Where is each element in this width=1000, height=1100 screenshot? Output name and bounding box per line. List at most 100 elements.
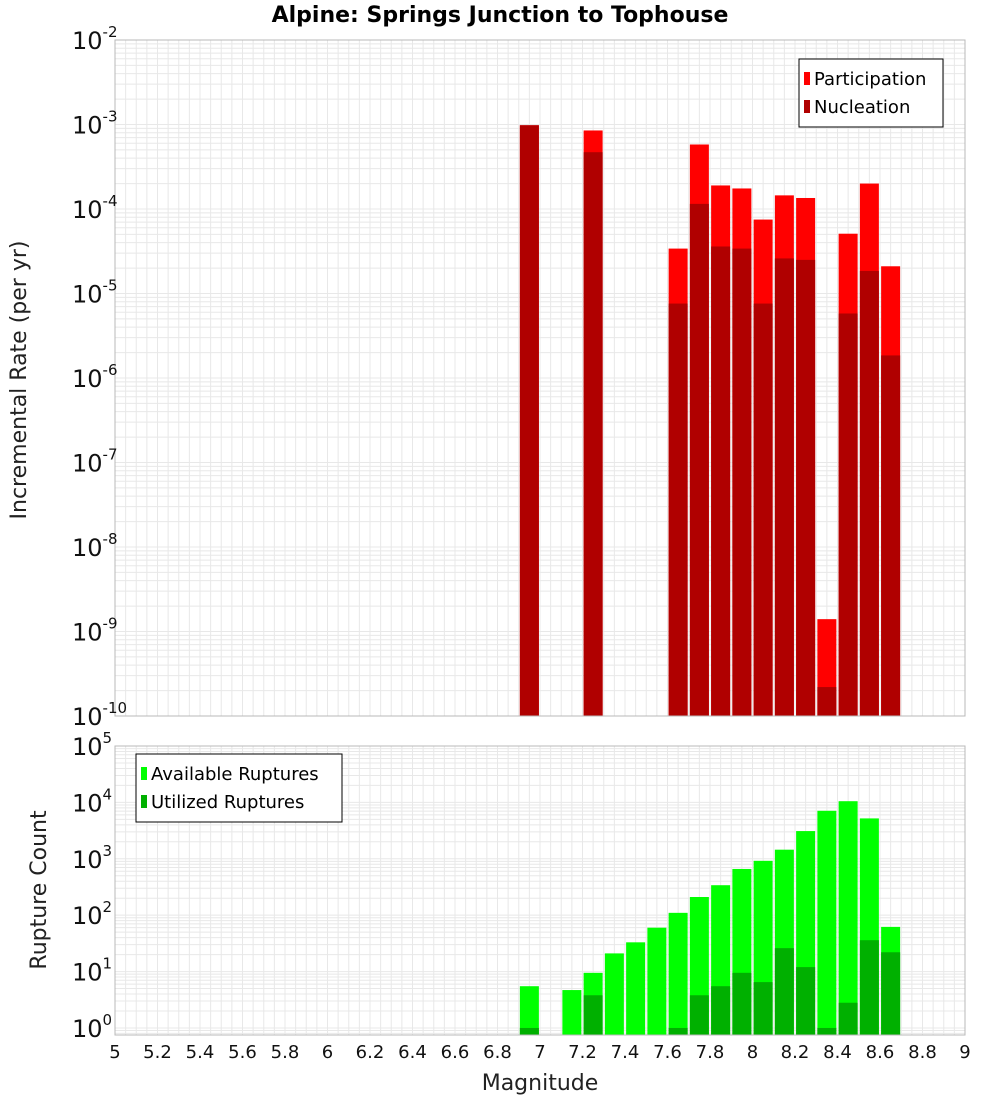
y-tick-exponent: 5 [103,729,113,747]
bar-available-ruptures [838,801,858,1035]
bar-nucleation [859,270,879,716]
bar-utilized-ruptures [796,967,816,1035]
x-tick-label: 7.2 [568,1042,597,1063]
y-tick-exponent: 4 [103,785,113,803]
x-tick-label: 6 [322,1042,333,1063]
y-tick-base: 10 [72,196,103,224]
y-tick-exponent: 2 [103,898,113,916]
y-tick-exponent: 3 [103,842,113,860]
bar-nucleation [817,687,837,716]
y-tick-label: 10-10 [72,699,127,731]
bar-nucleation [711,246,731,716]
y-tick-exponent: -5 [103,277,118,295]
y-tick-exponent: -3 [103,108,118,126]
bar-utilized-ruptures [668,1027,688,1035]
bar-available-ruptures [626,942,646,1035]
x-tick-label: 8.8 [908,1042,937,1063]
legend-swatch [804,72,810,85]
x-tick-label: 5.6 [228,1042,257,1063]
y-tick-exponent: -6 [103,361,118,379]
bar-available-ruptures [604,953,624,1035]
legend-swatch [141,767,147,780]
y-tick-label: 104 [72,785,112,817]
x-tick-label: 6.6 [441,1042,470,1063]
y-tick-label: 100 [72,1011,112,1043]
bar-available-ruptures [647,927,667,1035]
bar-available-ruptures [668,912,688,1035]
bar-available-ruptures [519,986,539,1035]
y-tick-exponent: -10 [103,699,128,717]
x-tick-label: 8.6 [866,1042,895,1063]
y-tick-label: 102 [72,898,112,930]
bar-nucleation [583,152,603,716]
legend-box [798,58,944,128]
x-tick-labels: 5 5.2 5.4 5.6 5.8 6 6.2 6.4 6.6 6.8 7 7.2 7.4 7.6 7.8 8… [109,1042,970,1063]
bar-utilized-ruptures [859,940,879,1035]
legend-label: Utilized Ruptures [151,792,304,813]
bar-available-ruptures [562,990,582,1035]
bar-utilized-ruptures [732,972,752,1035]
bottom-bars [519,801,901,1035]
top-plot-frame [114,39,966,717]
legend-label: Nucleation [814,97,910,118]
x-tick-label: 5.8 [271,1042,300,1063]
y-tick-base: 10 [72,365,103,393]
y-tick-exponent: 0 [103,1011,113,1029]
chart-title: Alpine: Springs Junction to Tophouse [272,3,729,28]
bar-utilized-ruptures [817,1027,837,1035]
bar-utilized-ruptures [711,986,731,1035]
y-tick-base: 10 [72,450,103,478]
bar-nucleation [753,303,773,716]
x-tick-label: 7.8 [696,1042,725,1063]
y-tick-label: 10-6 [72,361,118,393]
y-tick-label: 101 [72,955,112,987]
y-tick-base: 10 [72,1015,103,1043]
legend-swatch [804,100,810,113]
x-tick-label: 7.4 [611,1042,640,1063]
y-tick-label: 10-5 [72,277,118,309]
legend-label: Available Ruptures [151,764,319,785]
bar-nucleation [881,355,901,716]
y-tick-base: 10 [72,959,103,987]
y-tick-exponent: -4 [103,192,118,210]
y-tick-label: 10-8 [72,530,118,562]
y-tick-label: 103 [72,842,112,874]
bottom-legend: Available Ruptures Utilized Ruptures [135,753,343,823]
bar-nucleation [774,258,794,716]
y-tick-base: 10 [72,534,103,562]
x-tick-label: 6.8 [483,1042,512,1063]
legend-label: Participation [814,69,926,90]
y-tick-exponent: -8 [103,530,118,548]
x-tick-label: 9 [959,1042,970,1063]
y-tick-label: 10-7 [72,446,118,478]
bar-utilized-ruptures [689,995,709,1035]
y-tick-base: 10 [72,733,103,761]
y-tick-base: 10 [72,846,103,874]
bar-nucleation [732,248,752,716]
x-tick-label: 8 [747,1042,758,1063]
y-tick-base: 10 [72,789,103,817]
top-gridlines [114,39,966,717]
top-y-tick-labels: 10-210-310-410-510-610-710-810-910-10 [72,23,127,731]
bottom-y-axis-label: Rupture Count [27,810,52,970]
bar-utilized-ruptures [583,995,603,1035]
bar-available-ruptures [817,810,837,1035]
bar-utilized-ruptures [881,952,901,1035]
bar-nucleation [838,313,858,716]
y-tick-label: 10-4 [72,192,118,224]
y-tick-base: 10 [72,27,103,55]
y-tick-label: 10-2 [72,23,118,55]
bar-utilized-ruptures [753,982,773,1035]
y-tick-base: 10 [72,902,103,930]
x-tick-label: 8.4 [823,1042,852,1063]
x-tick-label: 7 [534,1042,545,1063]
x-tick-label: 5 [109,1042,120,1063]
top-panel: 10-210-310-410-510-610-710-810-910-10 Pa… [7,23,966,731]
x-tick-label: 5.2 [143,1042,172,1063]
bottom-plot-frame [114,745,966,1036]
bar-nucleation [519,125,539,716]
x-tick-label: 6.4 [398,1042,427,1063]
